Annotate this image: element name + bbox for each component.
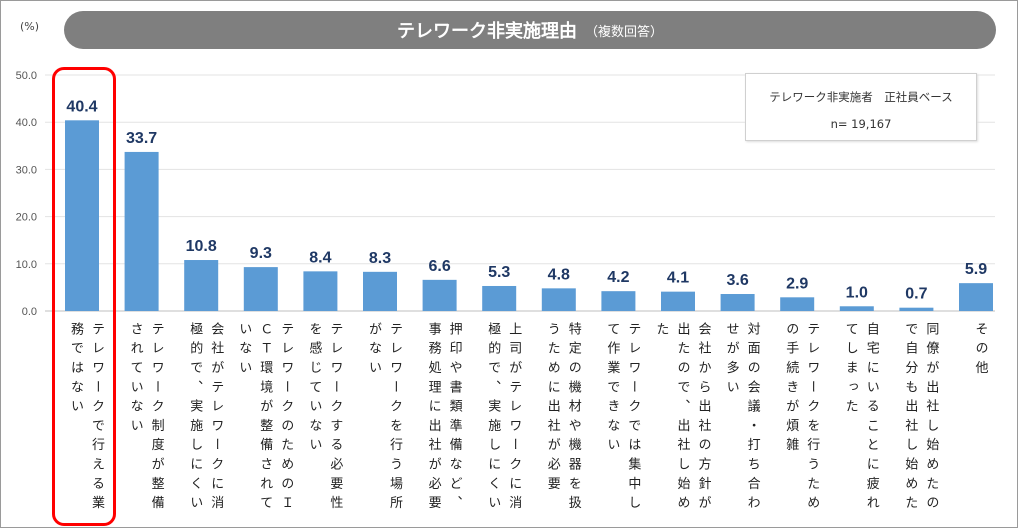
- sample-info-box: テレワーク非実施者 正社員ベース n= 19,167: [745, 73, 977, 141]
- bar-value-label: 5.3: [488, 264, 510, 281]
- bar: [720, 294, 755, 311]
- bar: [422, 279, 457, 311]
- bar-value-label: 4.1: [667, 270, 689, 287]
- bar-value-label: 1.0: [846, 284, 868, 301]
- bar: [184, 260, 219, 311]
- bar-value-label: 40.4: [66, 98, 97, 115]
- chart-subtitle: （複数回答）: [584, 24, 663, 40]
- y-tick-label: 30.0: [16, 164, 37, 176]
- category-label: 同僚が出社し始めたので自分も出社し始めた: [902, 322, 939, 515]
- bar-value-label: 10.8: [186, 238, 217, 255]
- category-label: 対面の会議・打ち合わせが多い: [723, 322, 760, 515]
- bar: [780, 297, 815, 311]
- bar: [363, 271, 397, 311]
- category-label: テレワーク制度が整備されていない: [127, 322, 164, 515]
- sample-size-text: n= 19,167: [830, 117, 892, 131]
- chart-title-banner: テレワーク非実施理由 （複数回答）: [64, 11, 996, 49]
- y-tick-label: 20.0: [16, 212, 37, 224]
- bar: [243, 267, 278, 311]
- bar: [541, 288, 576, 311]
- category-label: 自宅にいることに疲れてしまった: [842, 322, 879, 515]
- bar: [661, 291, 695, 311]
- category-label: 上司がテレワークに消極的で、実施しにくい: [485, 322, 522, 515]
- bar: [899, 307, 934, 311]
- category-label: テレワークで行える業務ではない: [68, 322, 104, 515]
- bar-value-label: 8.4: [309, 249, 331, 266]
- category-label: その他: [972, 322, 988, 380]
- bar-value-label: 5.9: [965, 261, 987, 278]
- bar-value-label: 8.3: [369, 250, 391, 267]
- category-label: 特定の機材や機器を扱うために出社が必要: [544, 322, 581, 515]
- sample-base-text: テレワーク非実施者 正社員ベース: [769, 90, 953, 104]
- bar-value-label: 4.8: [548, 266, 570, 283]
- category-label: テレワークを行う場所がない: [366, 322, 402, 515]
- bar: [482, 285, 517, 311]
- y-tick-label: 40.0: [16, 117, 37, 129]
- y-axis-unit-label: (%): [20, 20, 40, 33]
- category-label: 会社から出社の方針が出たので、出社し始めた: [653, 322, 711, 515]
- bar: [839, 306, 874, 311]
- bar-value-label: 9.3: [250, 245, 272, 262]
- bar: [65, 120, 99, 311]
- y-tick-label: 10.0: [16, 259, 37, 271]
- bar-value-label: 3.6: [726, 272, 748, 289]
- category-label: テレワークを行うための手続きが煩雑: [783, 322, 820, 515]
- highlight-frame: [52, 67, 116, 526]
- category-label: テレワークする必要性を感じていない: [306, 322, 343, 515]
- category-label: 押印や書類準備など、事務処理に出社が必要: [425, 322, 462, 515]
- bar-value-label: 6.6: [428, 258, 450, 275]
- bar-value-label: 33.7: [126, 130, 157, 147]
- bar: [124, 151, 159, 311]
- bar-value-label: 4.2: [607, 269, 629, 286]
- y-tick-label: 50.0: [16, 70, 37, 82]
- bar-value-label: 0.7: [905, 286, 927, 303]
- bar-value-label: 2.9: [786, 275, 808, 292]
- y-tick-label: 0.0: [22, 306, 37, 318]
- chart-title: テレワーク非実施理由: [396, 21, 577, 42]
- category-label: テレワークでは集中して作業できない: [604, 322, 641, 515]
- category-label: テレワークのためのＩＣＴ環境が整備されていない: [236, 322, 294, 515]
- bar: [303, 271, 338, 311]
- category-label: 会社がテレワークに消極的で、実施しにくい: [187, 322, 224, 515]
- bar: [959, 283, 993, 311]
- bar: [601, 291, 636, 311]
